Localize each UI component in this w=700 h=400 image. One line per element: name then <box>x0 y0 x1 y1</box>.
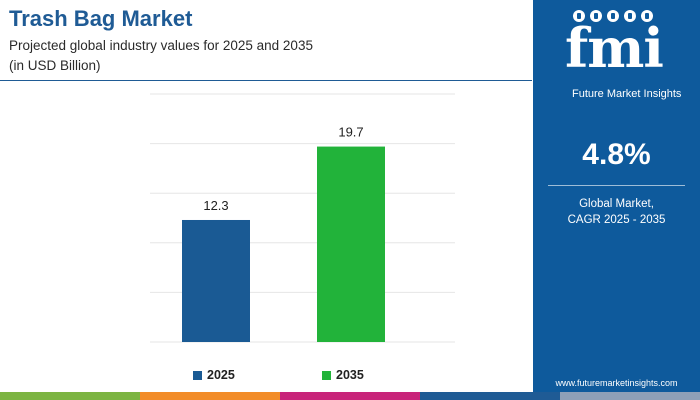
cagr-divider <box>548 185 685 186</box>
legend-swatch-2035 <box>322 370 331 380</box>
unit-note: (in USD Billion) <box>9 58 101 73</box>
strip-segment-0 <box>0 392 140 400</box>
legend-item-2025: 2025 <box>193 368 235 382</box>
cagr-label-line2: CAGR 2025 - 2035 <box>567 214 666 226</box>
chart-subtitle: Projected global industry values for 202… <box>9 36 429 76</box>
cagr-label-line1: Global Market, <box>579 198 654 210</box>
bar-chart: 12.3 19.7 <box>150 93 455 343</box>
bar-2025 <box>182 219 250 342</box>
gear-icon <box>624 10 636 22</box>
legend-item-2035: 2035 <box>322 368 364 382</box>
chart-icon <box>590 10 602 22</box>
strip-segment-2 <box>280 392 420 400</box>
subtitle-line: Projected global industry values for 202… <box>9 38 313 53</box>
data-label-2025: 12.3 <box>203 198 228 213</box>
side-panel: fmi Future Market Insights 4.8% Global M… <box>533 0 700 392</box>
strip-segment-1 <box>140 392 280 400</box>
cagr-label: Global Market, CAGR 2025 - 2035 <box>533 196 700 228</box>
globe-icon <box>607 10 619 22</box>
lightbulb-icon <box>641 10 653 22</box>
legend-label-2035: 2035 <box>336 368 364 382</box>
cagr-value: 4.8% <box>582 138 651 171</box>
data-label-2035: 19.7 <box>338 125 363 140</box>
bottom-color-strip <box>0 392 700 400</box>
logo-icon-row <box>573 10 653 22</box>
logo-subtitle: Future Market Insights <box>572 88 682 100</box>
chart-title: Trash Bag Market <box>9 6 193 31</box>
strip-segment-3 <box>420 392 560 400</box>
website-link[interactable]: www.futuremarketinsights.com <box>555 378 678 388</box>
bar-2035 <box>317 146 385 342</box>
person-icon <box>573 10 585 22</box>
fmi-logo[interactable]: fmi Future Market Insights <box>547 8 687 100</box>
legend-swatch-2025 <box>193 370 202 380</box>
legend-label-2025: 2025 <box>207 368 235 382</box>
strip-segment-4 <box>560 392 700 400</box>
header-divider <box>0 80 532 81</box>
logo-wordmark: fmi <box>565 16 664 80</box>
